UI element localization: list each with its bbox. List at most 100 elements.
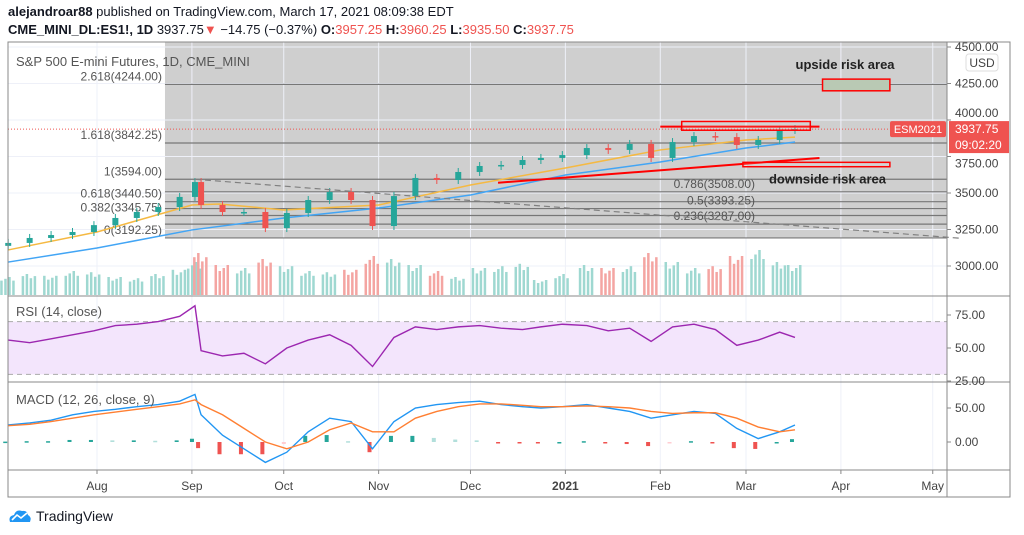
- volume-bar: [194, 262, 198, 295]
- volume-bar: [21, 276, 25, 295]
- macd-histogram-bar: [110, 440, 115, 442]
- macd-histogram-bar: [153, 440, 158, 443]
- volume-bar: [355, 269, 358, 295]
- volume-bar: [558, 276, 561, 295]
- chart-frame: [7, 41, 1011, 498]
- time-tick-label: Oct: [274, 479, 293, 493]
- macd-histogram-bar: [688, 441, 693, 443]
- macd-histogram-bar: [24, 441, 29, 443]
- volume-bar: [407, 265, 410, 295]
- candle-body: [712, 136, 719, 138]
- volume-bar: [247, 273, 251, 295]
- macd-histogram-bar: [731, 442, 736, 449]
- volume-bar: [762, 259, 765, 295]
- volume-bar: [715, 271, 718, 295]
- volume-bar: [214, 265, 218, 295]
- volume-bar: [372, 256, 376, 295]
- volume-bar: [454, 277, 457, 295]
- trendline: [194, 178, 961, 239]
- candle-body: [191, 182, 198, 197]
- volume-bar: [536, 283, 540, 295]
- macd-histogram-bar: [3, 441, 8, 444]
- volume-bar: [325, 272, 329, 295]
- volume-bar: [197, 253, 200, 295]
- macd-histogram-bar: [67, 439, 72, 442]
- open-value: 3957.25: [335, 22, 383, 37]
- candle-body: [112, 217, 119, 226]
- price-tick-label: 4250.00: [955, 77, 999, 91]
- candle-body: [176, 196, 183, 208]
- volume-bar: [235, 273, 239, 295]
- volume-bar: [544, 280, 548, 295]
- volume-bar: [257, 262, 260, 295]
- volume-bar: [411, 271, 414, 295]
- macd-histogram-bar: [453, 439, 458, 442]
- volume-bar: [132, 279, 136, 295]
- volume-bar: [440, 275, 444, 295]
- macd-histogram-bar: [431, 437, 436, 442]
- macd-histogram-bar: [46, 441, 51, 443]
- macd-histogram-bar: [324, 435, 329, 442]
- contract-badge: [890, 121, 946, 138]
- volume-bar: [179, 272, 183, 295]
- time-tick-label: Nov: [368, 479, 389, 493]
- main-pane-title: S&P 500 E-mini Futures, 1D, CME_MINI: [16, 54, 250, 69]
- time-tick-label: Mar: [736, 479, 757, 493]
- candle-body: [733, 137, 740, 145]
- macd-line: [8, 393, 796, 464]
- volume-bar: [351, 272, 354, 295]
- volume-bar: [612, 268, 615, 295]
- volume-bar: [347, 274, 350, 295]
- volume-bar: [540, 281, 544, 295]
- candle-body: [90, 225, 97, 232]
- volume-bar: [158, 278, 161, 295]
- tradingview-logo[interactable]: TradingView: [8, 508, 113, 524]
- chart-area[interactable]: 2.618(4244.00) 1.618(3842.25) 1(3594.00) 0.…: [0, 0, 1024, 500]
- volume-bar: [308, 271, 311, 295]
- macd-histogram-bar: [474, 440, 479, 442]
- macd-histogram-bar: [667, 442, 672, 444]
- volume-bar: [689, 270, 693, 295]
- volume-bar: [794, 268, 798, 295]
- volume-bar: [25, 274, 29, 295]
- volume-bar: [518, 263, 522, 295]
- fibonacci-fill: [164, 42, 947, 238]
- logo-text: TradingView: [36, 508, 114, 524]
- rsi-tick-label: 50.00: [955, 341, 985, 355]
- author[interactable]: alejandroar88: [8, 4, 93, 19]
- high-value: 3960.25: [399, 22, 447, 37]
- volume-bar: [278, 266, 282, 295]
- candle-body: [476, 165, 483, 172]
- time-tick-label: Feb: [650, 479, 671, 493]
- volume-bar: [562, 274, 565, 295]
- time-tick-label: Apr: [832, 479, 851, 493]
- volume-bar: [128, 281, 132, 295]
- volume-bar: [119, 277, 122, 295]
- volume-bar: [707, 269, 710, 295]
- volume-bar: [590, 268, 594, 295]
- macd-histogram-bar: [557, 442, 562, 444]
- volume-bar: [664, 262, 668, 295]
- open-label: O:: [320, 22, 336, 37]
- volume-bar: [471, 268, 475, 295]
- time-tick-label: Sep: [181, 479, 203, 493]
- volume-bar: [608, 270, 611, 295]
- volume-bar: [566, 278, 569, 295]
- candle-body: [348, 191, 355, 201]
- volume-bar: [600, 268, 603, 295]
- volume-bar: [89, 272, 93, 295]
- volume-bar: [385, 262, 389, 295]
- candle-body: [390, 196, 397, 226]
- macd-histogram-bar: [131, 440, 136, 442]
- fib-level-label: 0.236(3287.00): [674, 209, 755, 223]
- volume-bar: [55, 275, 58, 295]
- volume-bar: [282, 271, 286, 295]
- volume-bar: [226, 265, 230, 295]
- volume-bar: [651, 261, 654, 295]
- candle-body: [583, 148, 590, 156]
- macd-histogram-bar: [603, 442, 608, 444]
- rsi-band: [8, 321, 947, 375]
- volume-bar: [798, 265, 802, 295]
- volume-bar: [8, 277, 11, 295]
- volume-bar: [97, 274, 101, 295]
